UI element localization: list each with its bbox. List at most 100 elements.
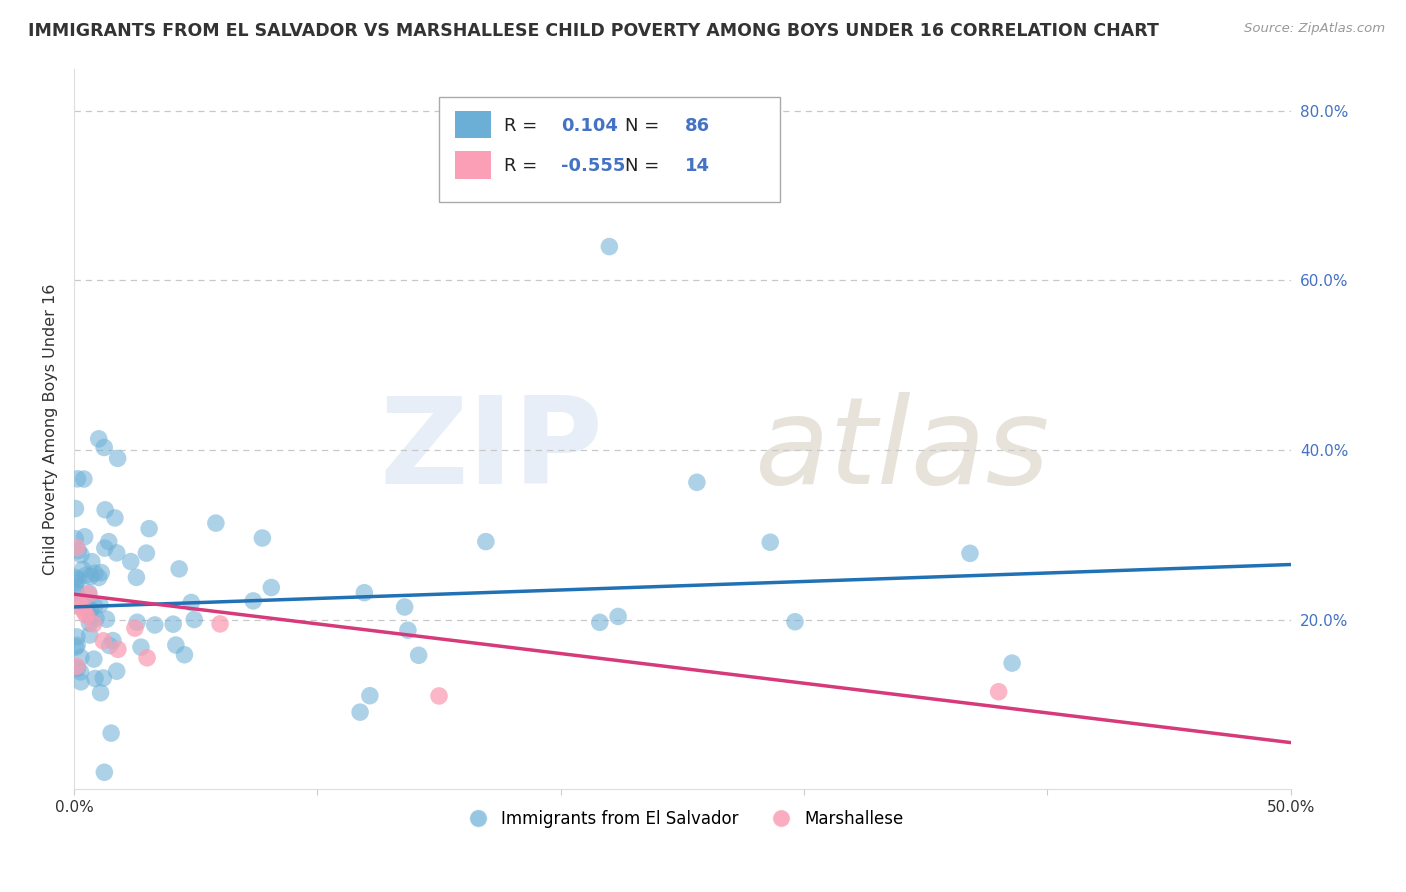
Point <box>70 548 93 562</box>
Point <box>408 648 430 663</box>
Point <box>75 608 97 623</box>
FancyBboxPatch shape <box>439 97 780 202</box>
Point <box>260 581 283 595</box>
Point <box>77 586 100 600</box>
Point <box>65 659 87 673</box>
Point <box>252 531 274 545</box>
Point <box>70 599 93 614</box>
Text: -0.555: -0.555 <box>561 157 626 175</box>
Point <box>65 541 87 555</box>
Text: ZIP: ZIP <box>380 392 603 509</box>
Point <box>66 630 89 644</box>
Point <box>129 640 152 654</box>
Point <box>105 664 128 678</box>
Point <box>65 580 87 594</box>
Point <box>69 674 91 689</box>
Point <box>173 648 195 662</box>
Point <box>607 609 630 624</box>
Point <box>107 642 129 657</box>
Point <box>83 599 105 614</box>
Point <box>66 472 89 486</box>
Point <box>359 689 381 703</box>
Point <box>83 616 105 631</box>
Point <box>104 511 127 525</box>
Point <box>65 501 87 516</box>
Point <box>124 621 146 635</box>
Point <box>89 598 111 612</box>
Point <box>80 603 103 617</box>
Point <box>167 562 190 576</box>
Point <box>73 604 96 618</box>
Point <box>136 650 159 665</box>
Point <box>143 618 166 632</box>
Y-axis label: Child Poverty Among Boys Under 16: Child Poverty Among Boys Under 16 <box>44 283 58 574</box>
Point <box>242 594 264 608</box>
Point <box>70 650 93 665</box>
Point <box>65 575 87 590</box>
Point <box>67 572 90 586</box>
Point <box>475 534 498 549</box>
Point <box>349 705 371 719</box>
Point <box>65 586 87 600</box>
Point <box>79 628 101 642</box>
Text: R =: R = <box>503 157 543 175</box>
Point <box>79 616 101 631</box>
Point <box>87 570 110 584</box>
Point <box>79 569 101 583</box>
Point <box>94 503 117 517</box>
Text: N =: N = <box>626 117 665 135</box>
Point <box>98 639 121 653</box>
Point <box>66 661 89 675</box>
Point <box>396 623 419 637</box>
Point <box>96 612 118 626</box>
Point <box>69 665 91 679</box>
Point <box>73 530 96 544</box>
Point <box>66 638 89 652</box>
Point <box>72 562 94 576</box>
Bar <box>456 111 491 138</box>
Text: N =: N = <box>626 157 665 175</box>
Text: 14: 14 <box>685 157 710 175</box>
Point <box>91 633 114 648</box>
Point <box>67 596 90 610</box>
Point <box>127 615 149 630</box>
Point <box>79 609 101 624</box>
Point <box>987 684 1010 698</box>
Point <box>598 239 620 253</box>
Text: 0.104: 0.104 <box>561 117 617 135</box>
Point <box>76 599 98 614</box>
Point <box>427 689 450 703</box>
Point <box>67 543 90 558</box>
Point <box>183 613 205 627</box>
Point <box>589 615 612 630</box>
Point <box>94 541 117 556</box>
Point <box>87 432 110 446</box>
Point <box>353 585 375 599</box>
Text: 86: 86 <box>685 117 710 135</box>
Legend: Immigrants from El Salvador, Marshallese: Immigrants from El Salvador, Marshallese <box>454 804 910 835</box>
Point <box>84 611 107 625</box>
Point <box>209 616 232 631</box>
Point <box>90 686 112 700</box>
Point <box>686 475 709 490</box>
Point <box>783 615 806 629</box>
Point <box>138 522 160 536</box>
Point <box>100 726 122 740</box>
Text: R =: R = <box>503 117 543 135</box>
Point <box>75 568 97 582</box>
Point <box>83 566 105 581</box>
Point <box>65 532 87 546</box>
Point <box>759 535 782 549</box>
Point <box>90 566 112 580</box>
Bar <box>456 152 491 178</box>
Text: atlas: atlas <box>755 392 1050 509</box>
Point <box>394 599 416 614</box>
Point <box>65 570 87 584</box>
Point <box>105 546 128 560</box>
Text: IMMIGRANTS FROM EL SALVADOR VS MARSHALLESE CHILD POVERTY AMONG BOYS UNDER 16 COR: IMMIGRANTS FROM EL SALVADOR VS MARSHALLE… <box>28 22 1159 40</box>
Point <box>180 595 202 609</box>
Point <box>65 640 87 654</box>
Point <box>83 652 105 666</box>
Point <box>93 441 115 455</box>
Point <box>93 765 115 780</box>
